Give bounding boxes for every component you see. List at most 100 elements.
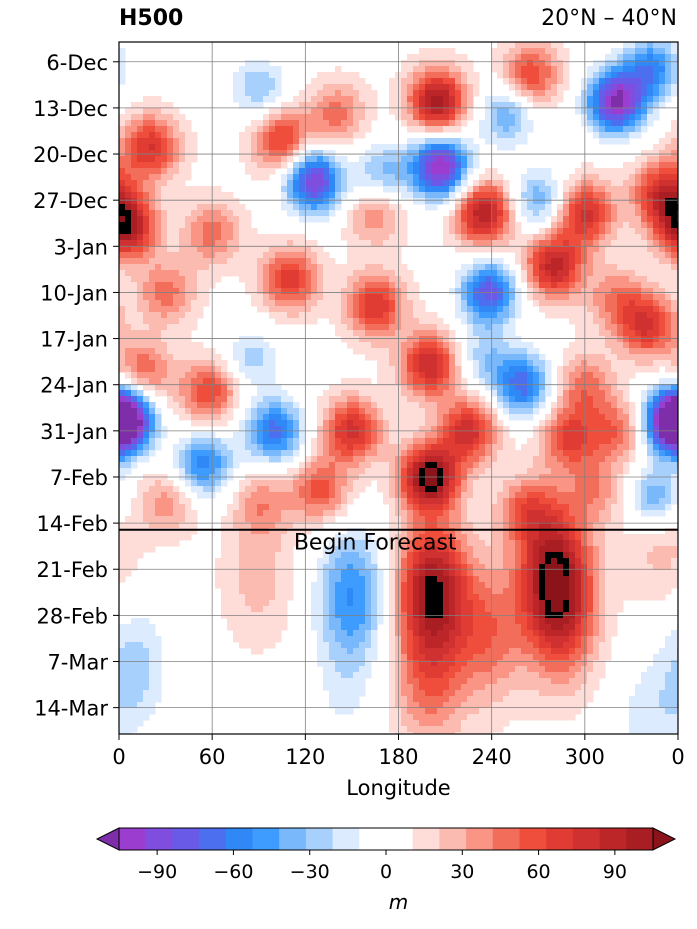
heatmap-cell xyxy=(503,276,510,283)
heatmap-cell xyxy=(317,306,324,313)
heatmap-cell xyxy=(221,360,228,367)
heatmap-cell xyxy=(641,120,648,127)
heatmap-cell xyxy=(293,288,300,295)
heatmap-cell xyxy=(347,438,354,445)
heatmap-cell xyxy=(353,246,360,253)
heatmap-cell xyxy=(665,432,672,439)
heatmap-cell xyxy=(149,324,156,331)
heatmap-cell xyxy=(371,468,378,475)
heatmap-cell xyxy=(353,240,360,247)
heatmap-cell xyxy=(407,174,414,181)
heatmap-cell xyxy=(425,318,432,325)
heatmap-cell xyxy=(419,408,426,415)
heatmap-cell xyxy=(527,342,534,349)
heatmap-cell xyxy=(587,444,594,451)
heatmap-cell xyxy=(467,234,474,241)
heatmap-cell xyxy=(515,228,522,235)
heatmap-cell xyxy=(431,72,438,79)
heatmap-cell xyxy=(173,168,180,175)
heatmap-cell xyxy=(257,360,264,367)
heatmap-cell xyxy=(473,294,480,301)
heatmap-cell xyxy=(413,318,420,325)
heatmap-cell xyxy=(407,468,414,475)
heatmap-cell xyxy=(485,216,492,223)
heatmap-cell xyxy=(383,156,390,163)
heatmap-cell xyxy=(197,198,204,205)
heatmap-cell xyxy=(275,240,282,247)
heatmap-cell xyxy=(239,348,246,355)
heatmap-cell xyxy=(389,162,396,169)
heatmap-cell xyxy=(557,66,564,73)
heatmap-cell xyxy=(251,174,258,181)
heatmap-cell xyxy=(563,432,570,439)
heatmap-cell xyxy=(425,162,432,169)
heatmap-cell xyxy=(245,138,252,145)
heatmap-cell xyxy=(413,138,420,145)
heatmap-cell xyxy=(245,222,252,229)
heatmap-cell xyxy=(155,114,162,121)
heatmap-cell xyxy=(401,270,408,277)
heatmap-cell xyxy=(239,438,246,445)
heatmap-cell xyxy=(659,444,666,451)
heatmap-cell xyxy=(359,282,366,289)
heatmap-cell xyxy=(479,198,486,205)
heatmap-cell xyxy=(161,204,168,211)
heatmap-cell xyxy=(281,240,288,247)
heatmap-cell xyxy=(383,408,390,415)
heatmap-cell xyxy=(329,72,336,79)
heatmap-cell xyxy=(437,378,444,385)
heatmap-cell xyxy=(509,72,516,79)
heatmap-cell xyxy=(455,342,462,349)
heatmap-cell xyxy=(437,438,444,445)
heatmap-cell xyxy=(257,294,264,301)
heatmap-cell xyxy=(125,342,132,349)
heatmap-cell xyxy=(125,180,132,187)
heatmap-cell xyxy=(617,234,624,241)
heatmap-cell xyxy=(329,168,336,175)
heatmap-cell xyxy=(341,426,348,433)
heatmap-cell xyxy=(347,384,354,391)
heatmap-cell xyxy=(611,300,618,307)
heatmap-cell xyxy=(491,318,498,325)
heatmap-cell xyxy=(647,120,654,127)
heatmap-cell xyxy=(341,186,348,193)
heatmap-cell xyxy=(563,438,570,445)
heatmap-cell xyxy=(629,180,636,187)
heatmap-cell xyxy=(251,120,258,127)
heatmap-cell xyxy=(431,48,438,55)
heatmap-cell xyxy=(545,192,552,199)
heatmap-cell xyxy=(575,246,582,253)
heatmap-cell xyxy=(383,180,390,187)
heatmap-cell xyxy=(329,312,336,319)
heatmap-cell xyxy=(533,216,540,223)
heatmap-cell xyxy=(119,66,126,73)
heatmap-cell xyxy=(503,312,510,319)
heatmap-cell xyxy=(623,162,630,169)
heatmap-cell xyxy=(473,354,480,361)
heatmap-cell xyxy=(521,234,528,241)
heatmap-cell xyxy=(125,216,132,223)
heatmap-cell xyxy=(479,366,486,373)
heatmap-cell xyxy=(137,426,144,433)
heatmap-cell xyxy=(581,426,588,433)
heatmap-cell xyxy=(581,450,588,457)
heatmap-cell xyxy=(599,72,606,79)
heatmap-cell xyxy=(575,192,582,199)
heatmap-cell xyxy=(329,306,336,313)
heatmap-cell xyxy=(467,150,474,157)
heatmap-cell xyxy=(341,300,348,307)
heatmap-cell xyxy=(257,438,264,445)
heatmap-cell xyxy=(599,270,606,277)
heatmap-cell xyxy=(653,348,660,355)
heatmap-cell xyxy=(371,174,378,181)
heatmap-cell xyxy=(191,264,198,271)
heatmap-cell xyxy=(593,318,600,325)
heatmap-cell xyxy=(503,180,510,187)
heatmap-cell xyxy=(269,288,276,295)
heatmap-cell xyxy=(617,360,624,367)
heatmap-cell xyxy=(347,126,354,133)
heatmap-cell xyxy=(455,402,462,409)
heatmap-cell xyxy=(323,258,330,265)
heatmap-cell xyxy=(323,408,330,415)
heatmap-cell xyxy=(371,426,378,433)
